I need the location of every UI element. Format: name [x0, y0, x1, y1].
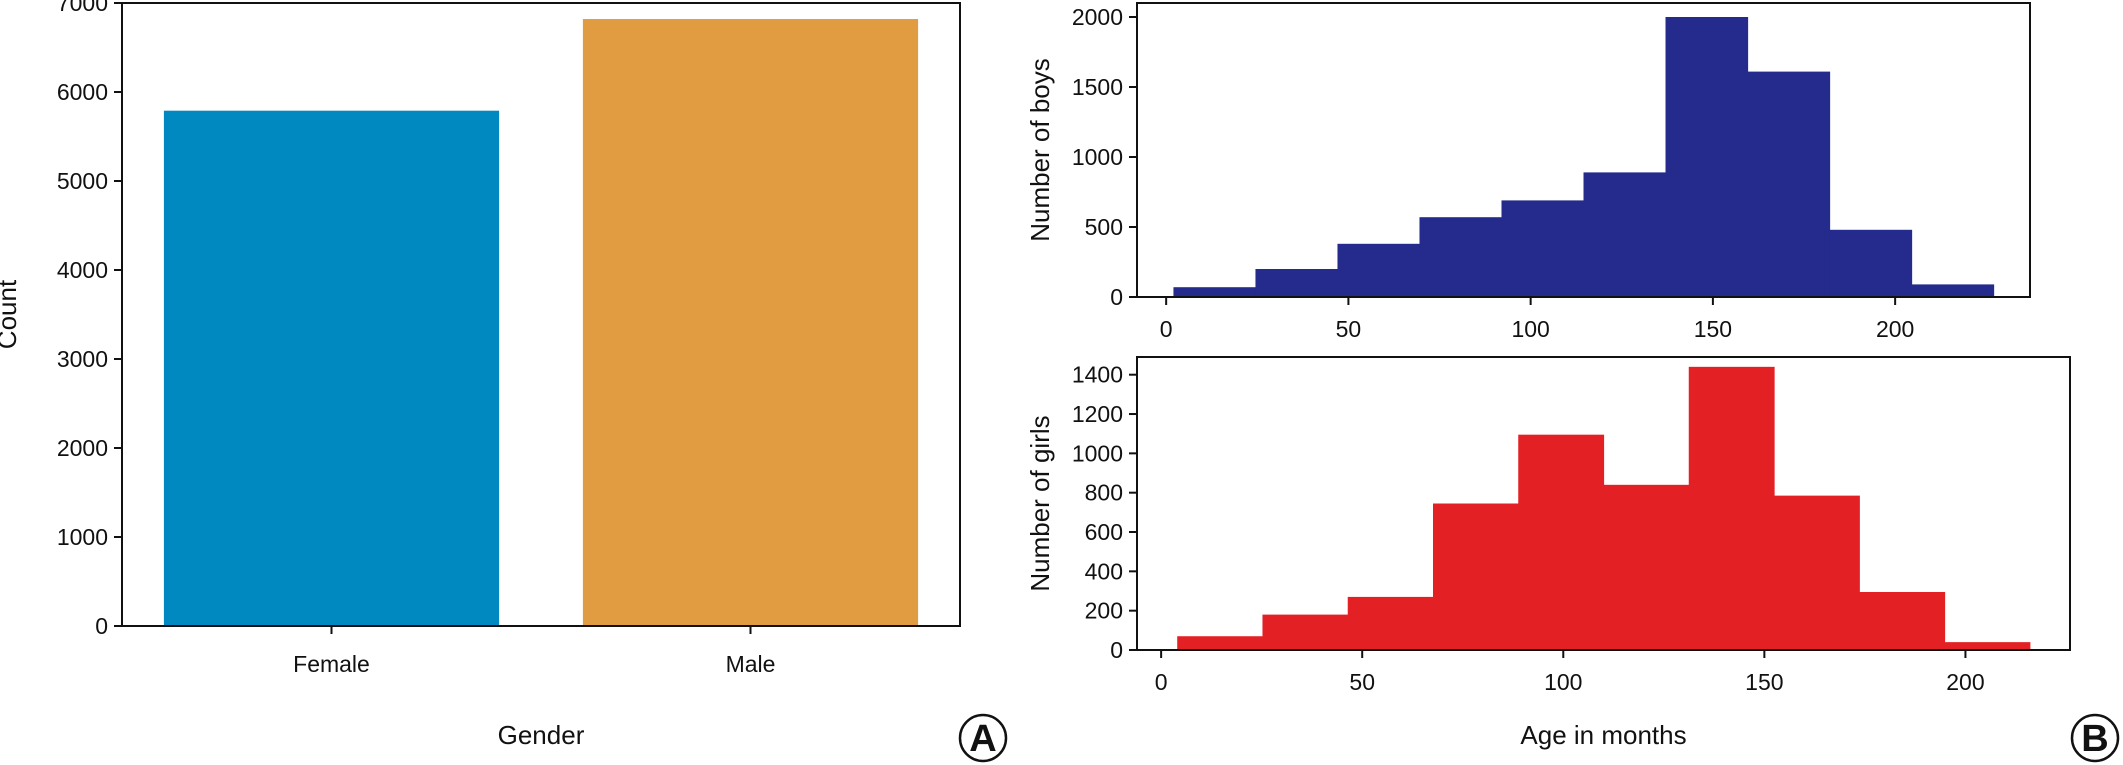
boys-x-tick-label: 150: [1694, 316, 1732, 342]
boys-histogram-bar: [1173, 287, 1257, 297]
girls-histogram-bar: [1688, 366, 1775, 650]
girls-histogram-bar: [1177, 636, 1264, 650]
girls-x-tick-label: 50: [1349, 669, 1375, 695]
girls-histogram-bar: [1518, 434, 1605, 650]
girls-y-tick-label: 400: [1085, 558, 1123, 584]
boys-age-histogram: 0 500 1000 1500 2000 Number of boys 0 50 100 150 2…: [1025, 2, 2031, 342]
boys-histogram-bar: [1419, 217, 1503, 297]
boys-plot-frame: [1136, 2, 2031, 298]
girls-x-tick-label: 200: [1946, 669, 1984, 695]
gender-y-tick-label: 2000: [57, 435, 108, 461]
boys-histogram-bar: [1829, 229, 1913, 297]
gender-y-tick-label: 4000: [57, 257, 108, 283]
gender-bar-chart: Female Male 0 1000 2000 3000 4000 5000 6000 7000 C…: [0, 0, 961, 750]
gender-y-tick-label: 1000: [57, 524, 108, 550]
girls-y-tick-label: 1200: [1072, 401, 1123, 427]
girls-y-tick-label: 200: [1085, 598, 1123, 624]
boys-y-tick-label: 500: [1085, 214, 1123, 240]
girls-histogram-bar: [1262, 614, 1349, 650]
boys-histogram-bar: [1501, 200, 1585, 297]
boys-y-tick-label: 1000: [1072, 144, 1123, 170]
girls-x-tick-label: 0: [1155, 669, 1168, 695]
boys-histogram-bar: [1911, 284, 1995, 297]
girls-y-axis-label: Number of girls: [1025, 415, 1055, 591]
gender-y-tick-label: 7000: [57, 0, 108, 16]
boys-x-tick-label: 50: [1336, 316, 1362, 342]
girls-y-tick-label: 0: [1110, 637, 1123, 663]
boys-y-axis-label: Number of boys: [1025, 58, 1055, 242]
girls-histogram-bar: [1603, 484, 1690, 650]
boys-x-tick-label: 200: [1876, 316, 1914, 342]
girls-histogram-bar: [1774, 495, 1860, 650]
boys-histogram-bar: [1337, 243, 1421, 297]
gender-x-axis-label: Gender: [498, 720, 585, 750]
gender-y-tick-label: 6000: [57, 79, 108, 105]
panel-letter-b: B: [2081, 718, 2108, 760]
girls-x-tick-label: 100: [1544, 669, 1582, 695]
panel-label-a: A: [958, 713, 1008, 763]
girls-y-tick-label: 800: [1085, 480, 1123, 506]
gender-y-tick-label: 0: [95, 613, 108, 639]
boys-histogram-bar: [1583, 172, 1667, 297]
girls-plot-frame: [1136, 356, 2071, 651]
boys-y-tick-label: 1500: [1072, 74, 1123, 100]
panel-letter-a: A: [969, 718, 996, 760]
gender-y-axis-label: Count: [0, 279, 22, 349]
gender-y-tick-label: 5000: [57, 168, 108, 194]
bar-male: [582, 19, 919, 626]
gender-plot-frame: [121, 2, 961, 627]
boys-histogram-bar: [1665, 17, 1749, 297]
girls-x-axis-label: Age in months: [1520, 720, 1686, 750]
boys-x-tick-label: 0: [1160, 316, 1173, 342]
boys-x-tick-label: 100: [1511, 316, 1549, 342]
panel-label-b: B: [2070, 713, 2120, 763]
gender-y-tick-label: 3000: [57, 346, 108, 372]
girls-histogram-bar: [1944, 642, 2031, 650]
x-tick-label-female: Female: [293, 651, 370, 677]
girls-x-tick-label: 150: [1745, 669, 1783, 695]
boys-y-tick-label: 0: [1110, 284, 1123, 310]
bar-female: [163, 110, 500, 626]
girls-y-tick-label: 1000: [1072, 440, 1123, 466]
girls-histogram-bar: [1347, 596, 1434, 650]
boys-histogram-bar: [1255, 269, 1339, 297]
x-tick-label-male: Male: [726, 651, 776, 677]
girls-y-tick-label: 1400: [1072, 362, 1123, 388]
boys-histogram-bar: [1747, 71, 1831, 297]
girls-y-tick-label: 600: [1085, 519, 1123, 545]
girls-histogram-bar: [1432, 503, 1519, 650]
boys-y-tick-label: 2000: [1072, 4, 1123, 30]
girls-histogram-bar: [1859, 591, 1946, 650]
